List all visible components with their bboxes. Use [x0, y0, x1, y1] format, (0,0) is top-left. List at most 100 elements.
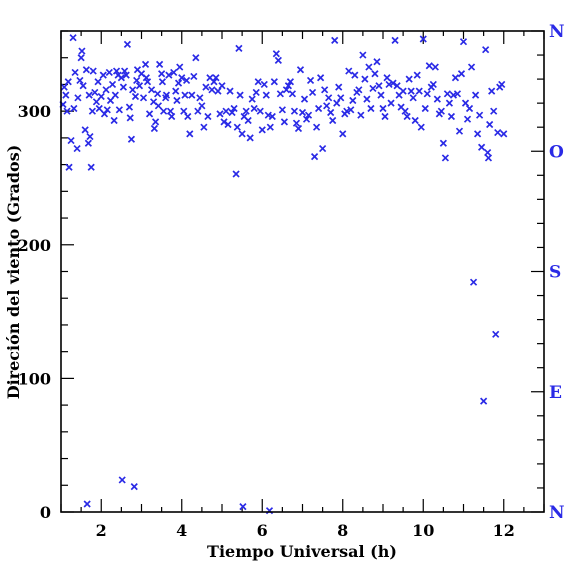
data-point [252, 88, 260, 97]
data-point [343, 107, 351, 115]
data-point [71, 68, 79, 77]
data-point [403, 112, 411, 121]
data-point [220, 118, 228, 126]
data-point [363, 95, 371, 103]
data-point [78, 47, 86, 55]
data-point [218, 82, 226, 90]
data-point [467, 63, 476, 71]
data-point [91, 88, 99, 97]
data-point [238, 130, 246, 138]
data-point [270, 78, 278, 86]
data-point [165, 71, 173, 79]
data-point [86, 132, 94, 141]
data-point [88, 107, 96, 115]
data-point [447, 112, 456, 121]
data-point [178, 74, 186, 82]
data-point [182, 76, 191, 85]
axis-ticks [60, 30, 545, 513]
data-point [371, 70, 379, 78]
data-point [158, 70, 166, 78]
data-point [449, 91, 458, 99]
data-point [210, 78, 218, 86]
data-point [208, 86, 216, 94]
data-point [409, 94, 417, 102]
data-point [490, 107, 498, 115]
data-point [119, 83, 127, 91]
data-point [79, 82, 87, 90]
data-point [222, 107, 230, 115]
data-point [327, 108, 335, 117]
data-point [377, 91, 385, 99]
data-point [126, 114, 134, 122]
data-point [411, 116, 419, 125]
data-point [379, 104, 387, 113]
data-point [453, 90, 462, 98]
data-point [272, 50, 280, 58]
data-point [494, 128, 502, 137]
data-point [254, 78, 262, 86]
data-point [480, 397, 488, 405]
data-point [120, 67, 129, 75]
data-point [70, 104, 78, 113]
data-point [288, 90, 297, 98]
data-point [365, 63, 373, 71]
data-point [459, 38, 468, 46]
data-point [451, 74, 460, 82]
data-point [323, 102, 331, 110]
data-point [242, 107, 250, 115]
data-point [94, 78, 102, 86]
data-point [188, 91, 196, 99]
data-point [308, 88, 317, 97]
data-point [399, 87, 407, 95]
data-point [235, 44, 243, 52]
data-point [82, 66, 90, 74]
data-point [294, 124, 303, 133]
data-point [162, 91, 171, 99]
data-point [60, 83, 68, 91]
data-point [437, 107, 445, 115]
data-point [133, 76, 141, 85]
data-point [181, 91, 189, 99]
x-tick-label: 6 [257, 521, 268, 540]
plot-frame [60, 30, 545, 513]
data-point [349, 96, 357, 105]
data-point [321, 86, 329, 94]
data-point [407, 87, 415, 95]
data-point [461, 99, 470, 107]
data-point [99, 71, 107, 79]
data-point [389, 79, 397, 87]
data-point [463, 115, 472, 123]
data-point [173, 96, 181, 105]
data-point [266, 123, 274, 131]
data-point [361, 75, 369, 83]
data-point [147, 86, 156, 94]
data-point [129, 86, 137, 94]
data-point [145, 110, 154, 118]
x-tick-label: 10 [412, 521, 434, 540]
data-point [473, 130, 482, 138]
data-point [135, 82, 144, 90]
data-point [244, 116, 252, 125]
data-point [500, 130, 508, 138]
data-point [421, 104, 429, 113]
data-point [465, 104, 474, 113]
data-point [423, 90, 431, 98]
data-point [153, 90, 162, 98]
data-point [290, 107, 299, 115]
data-point [306, 76, 315, 85]
data-point [239, 503, 247, 511]
data-point [471, 91, 480, 99]
data-point [351, 71, 359, 79]
data-point [262, 91, 270, 99]
data-point [250, 104, 258, 113]
data-point [359, 51, 367, 59]
data-point [284, 82, 293, 90]
y-tick-label: 0 [40, 503, 51, 522]
data-point [385, 80, 393, 89]
data-point [214, 87, 222, 95]
data-point [484, 148, 492, 157]
data-point [65, 163, 73, 171]
data-point [224, 120, 232, 129]
data-point [84, 139, 92, 147]
data-point [314, 104, 323, 113]
